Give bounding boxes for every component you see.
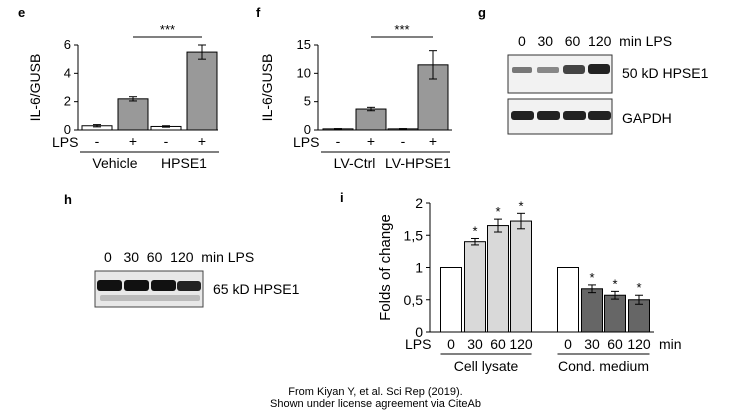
chart-e: 0 2 4 6 IL-6/GUSB - + - + LPS Vehicle HPSE1 *** xyxy=(27,22,219,171)
group-label: Vehicle xyxy=(92,155,137,171)
blot-h-band-30 xyxy=(124,280,149,291)
bar xyxy=(440,267,462,333)
row-label: LPS xyxy=(405,336,431,352)
panel-label-e: e xyxy=(18,5,25,20)
panel-label-h: h xyxy=(64,192,72,207)
bar xyxy=(487,225,509,333)
blot-h-band-label: 65 kD HPSE1 xyxy=(213,281,300,297)
bar xyxy=(510,220,532,333)
lps-sign: - xyxy=(336,133,341,149)
blot-g-gapdh-band-30 xyxy=(537,111,560,120)
lps-sign: + xyxy=(129,133,137,149)
y-tick-label: 10 xyxy=(297,65,311,80)
credit-line-1: From Kiyan Y, et al. Sci Rep (2019). xyxy=(288,386,463,398)
significance-star: * xyxy=(612,276,617,291)
y-tick-label: 2 xyxy=(415,195,423,211)
group-label: Cond. medium xyxy=(558,358,649,374)
blot-g-band-0 xyxy=(512,67,532,73)
group-label: HPSE1 xyxy=(161,155,207,171)
row-label: LPS xyxy=(293,134,319,150)
blot-g-header: 0 30 60 120 min LPS xyxy=(518,33,672,49)
blot-g-gapdh-band-0 xyxy=(511,111,534,120)
blot-h-band-60 xyxy=(151,280,176,291)
bar xyxy=(604,294,626,333)
blot-g-band-60 xyxy=(563,65,585,74)
x-tick-label: 120 xyxy=(627,336,651,352)
significance-star: * xyxy=(518,198,523,213)
y-tick-label: 1,5 xyxy=(404,227,424,243)
bar xyxy=(186,51,218,131)
x-tick-label: 120 xyxy=(509,336,533,352)
unit-label: min xyxy=(659,336,682,352)
x-tick-label: 0 xyxy=(447,336,455,352)
blot-g-band-label-gapdh: GAPDH xyxy=(622,110,672,126)
y-tick-label: 4 xyxy=(64,65,71,80)
x-tick-label: 30 xyxy=(584,336,600,352)
group-label: Cell lysate xyxy=(454,358,519,374)
blot-h-band-0 xyxy=(97,280,122,291)
significance-stars: *** xyxy=(160,22,175,37)
credit-line-2: Shown under license agreement via CiteAb xyxy=(270,398,481,410)
y-tick-label: 0 xyxy=(64,122,71,137)
y-tick-label: 0,5 xyxy=(404,292,424,308)
blot-g-gapdh-band-120 xyxy=(588,111,611,120)
y-tick-label: 5 xyxy=(304,94,311,109)
chart-i: 0 0,5 1 1,5 2 Folds of change 0 * 30 * 60 * 120 0 * 30 *… xyxy=(377,195,682,374)
panel-label-g: g xyxy=(478,5,486,20)
y-tick-label: 1 xyxy=(415,260,423,276)
bar xyxy=(355,108,387,131)
panel-label-f: f xyxy=(256,5,261,20)
blot-g-band-120 xyxy=(588,64,610,74)
chart-f: 0 5 10 15 IL-6/GUSB - + - + LPS LV-Ctrl LV-HPSE1 *** xyxy=(259,22,452,171)
panel-label-i: i xyxy=(340,190,344,205)
blot-h-faint-band xyxy=(100,295,200,301)
bar xyxy=(117,98,149,131)
significance-star: * xyxy=(472,223,477,238)
significance-star: * xyxy=(636,280,641,295)
group-label: LV-HPSE1 xyxy=(385,155,451,171)
y-tick-label: 2 xyxy=(64,94,71,109)
x-tick-label: 60 xyxy=(490,336,506,352)
blot-g: 0 30 60 120 min LPS 50 kD HPSE1 GAPDH xyxy=(507,33,709,135)
blot-g-gapdh-band-60 xyxy=(563,111,586,120)
group-label: LV-Ctrl xyxy=(334,155,376,171)
bar xyxy=(557,267,579,333)
lps-sign: - xyxy=(401,133,406,149)
lps-sign: + xyxy=(198,133,206,149)
y-axis-label: Folds of change xyxy=(377,214,394,321)
lps-sign: + xyxy=(429,133,437,149)
bar xyxy=(581,288,603,333)
y-axis-label: IL-6/GUSB xyxy=(27,54,43,122)
y-tick-label: 0 xyxy=(415,324,423,340)
lps-sign: - xyxy=(95,133,100,149)
blot-g-band-30 xyxy=(537,67,559,73)
lps-sign: - xyxy=(164,133,169,149)
bar xyxy=(464,241,486,333)
blot-g-band-label-hpse1: 50 kD HPSE1 xyxy=(622,65,709,81)
significance-star: * xyxy=(495,204,500,219)
x-tick-label: 30 xyxy=(467,336,483,352)
y-tick-label: 0 xyxy=(304,122,311,137)
x-tick-label: 60 xyxy=(607,336,623,352)
blot-h-header: 0 30 60 120 min LPS xyxy=(104,249,254,265)
significance-stars: *** xyxy=(394,22,409,37)
x-tick-label: 0 xyxy=(564,336,572,352)
significance-star: * xyxy=(589,270,594,285)
lps-sign: + xyxy=(367,133,375,149)
blot-h-band-120 xyxy=(177,281,201,291)
blot-h: 0 30 60 120 min LPS 65 kD HPSE1 xyxy=(94,249,300,308)
y-tick-label: 15 xyxy=(297,37,311,52)
y-tick-label: 6 xyxy=(64,37,71,52)
row-label: LPS xyxy=(52,134,78,150)
y-axis-label: IL-6/GUSB xyxy=(259,54,275,122)
